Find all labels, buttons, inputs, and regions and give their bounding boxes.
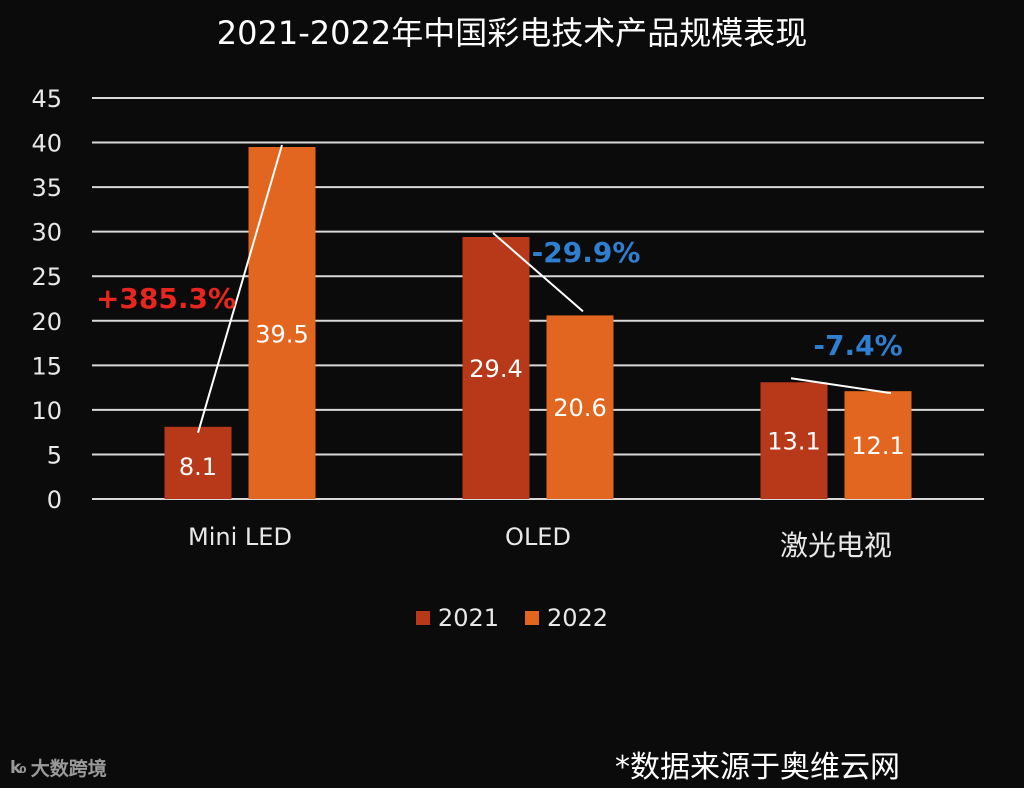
bar-2022-1 (546, 315, 614, 499)
value-label-2022-0: 39.5 (255, 321, 308, 349)
value-label-2021-2: 13.1 (767, 428, 820, 456)
bar-2021-0 (164, 426, 232, 499)
y-tick-label-5: 5 (47, 441, 62, 469)
trend-line-0 (197, 144, 283, 434)
bar-chart: 0 5 10 15 20 25 30 35 40 45 8.1 29.4 13.1 39.5 20.6 12.… (31, 85, 984, 562)
y-tick-label-10: 10 (31, 397, 62, 425)
source-note: *数据来源于奥维云网 (615, 750, 900, 785)
growth-annotation-0: +385.3% (96, 282, 236, 315)
trend-line-2 (790, 377, 892, 395)
chart-title: 2021-2022年中国彩电技术产品规模表现 (216, 14, 808, 52)
x-tick-label-2: 激光电视 (780, 529, 892, 562)
y-tick-label-45: 45 (31, 85, 62, 113)
y-tick-label-15: 15 (31, 352, 62, 380)
growth-annotation-1: -29.9% (532, 236, 641, 269)
watermark-logo-icon: k₀ (10, 757, 27, 778)
value-label-2021-0: 8.1 (179, 453, 217, 481)
y-tick-label-30: 30 (31, 219, 62, 247)
x-tick-label-1: OLED (505, 523, 571, 551)
legend-item-2021: 2021 (415, 604, 499, 632)
growth-annotation-2: -7.4% (813, 329, 902, 362)
y-tick-label-0: 0 (47, 486, 62, 514)
legend-item-2022: 2022 (525, 604, 608, 632)
bar-2021-2 (760, 382, 828, 499)
bar-2022-0 (248, 147, 316, 499)
legend: 2021 2022 (0, 604, 1024, 632)
y-tick-label-35: 35 (31, 174, 62, 202)
legend-label-2022: 2022 (547, 604, 609, 632)
y-tick-label-40: 40 (31, 130, 62, 158)
watermark: k₀ 大数跨境 (10, 754, 107, 781)
y-tick-label-25: 25 (31, 263, 62, 291)
legend-swatch-2021 (415, 611, 430, 625)
legend-swatch-2022 (525, 611, 539, 625)
watermark-text: 大数跨境 (30, 758, 107, 780)
value-label-2022-2: 12.1 (851, 432, 904, 460)
value-label-2021-1: 29.4 (469, 355, 522, 383)
y-tick-label-20: 20 (31, 308, 62, 336)
trend-line-1 (492, 232, 584, 313)
legend-label-2021: 2021 (437, 604, 499, 632)
bar-2022-2 (844, 391, 912, 499)
value-label-2022-1: 20.6 (553, 394, 606, 422)
x-tick-label-0: Mini LED (188, 523, 292, 551)
bar-2021-1 (462, 237, 530, 499)
